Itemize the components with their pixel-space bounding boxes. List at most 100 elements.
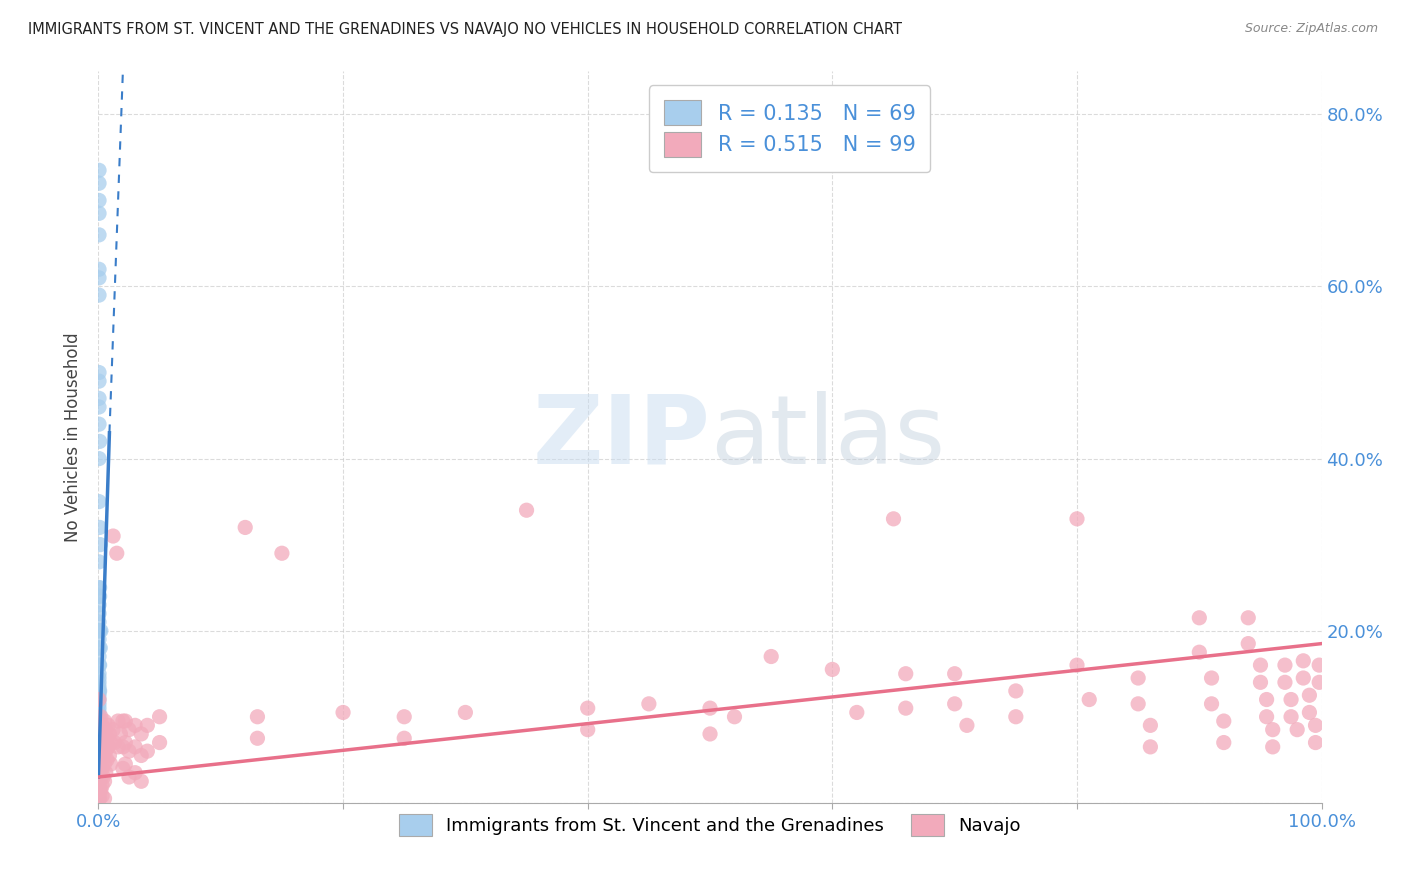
Point	[107, 714, 129, 728]
Point	[87, 748, 110, 763]
Point	[1249, 658, 1271, 673]
Point	[111, 714, 134, 728]
Point	[87, 787, 110, 801]
Point	[90, 624, 112, 638]
Point	[87, 718, 110, 732]
Point	[91, 770, 114, 784]
Point	[87, 692, 110, 706]
Point	[87, 697, 110, 711]
Point	[1298, 706, 1320, 720]
Point	[101, 723, 124, 737]
Point	[87, 731, 110, 746]
Point	[93, 735, 115, 749]
Point	[1237, 637, 1260, 651]
Point	[87, 451, 110, 466]
Point	[1139, 739, 1161, 754]
Point	[90, 710, 112, 724]
Point	[723, 710, 745, 724]
Point	[87, 374, 110, 388]
Point	[515, 503, 537, 517]
Point	[270, 546, 294, 560]
Point	[1261, 723, 1284, 737]
Point	[98, 748, 121, 763]
Point	[89, 589, 111, 603]
Point	[637, 697, 661, 711]
Point	[101, 529, 124, 543]
Point	[114, 735, 136, 749]
Point	[87, 163, 110, 178]
Point	[89, 718, 111, 732]
Point	[89, 735, 111, 749]
Point	[821, 662, 844, 676]
Point	[91, 761, 114, 775]
Point	[1066, 658, 1088, 673]
Point	[87, 581, 110, 595]
Point	[1286, 723, 1309, 737]
Point	[94, 723, 117, 737]
Point	[118, 723, 141, 737]
Point	[1292, 654, 1315, 668]
Point	[87, 271, 110, 285]
Point	[89, 791, 111, 805]
Point	[943, 666, 966, 681]
Point	[392, 710, 416, 724]
Point	[89, 581, 111, 595]
Point	[87, 607, 110, 621]
Point	[87, 658, 110, 673]
Point	[1261, 739, 1284, 754]
Point	[87, 649, 110, 664]
Y-axis label: No Vehicles in Household: No Vehicles in Household	[65, 332, 83, 542]
Point	[87, 753, 110, 767]
Point	[1201, 697, 1223, 711]
Point	[87, 692, 110, 706]
Point	[87, 400, 110, 414]
Point	[87, 684, 110, 698]
Point	[1212, 714, 1234, 728]
Point	[87, 227, 110, 242]
Point	[87, 632, 110, 647]
Point	[761, 649, 783, 664]
Point	[1237, 611, 1260, 625]
Point	[94, 765, 117, 780]
Point	[100, 757, 122, 772]
Point	[129, 774, 152, 789]
Point	[89, 774, 111, 789]
Point	[93, 791, 115, 805]
Point	[1188, 645, 1211, 659]
Point	[956, 718, 979, 732]
Legend: Immigrants from St. Vincent and the Grenadines, Navajo: Immigrants from St. Vincent and the Gren…	[391, 805, 1029, 845]
Point	[89, 783, 111, 797]
Point	[89, 624, 111, 638]
Point	[1078, 692, 1101, 706]
Point	[89, 538, 111, 552]
Point	[87, 783, 110, 797]
Point	[91, 718, 114, 732]
Point	[100, 735, 122, 749]
Point	[894, 666, 917, 681]
Point	[97, 718, 120, 732]
Point	[87, 739, 110, 754]
Point	[89, 761, 111, 775]
Point	[89, 520, 111, 534]
Point	[90, 783, 112, 797]
Point	[87, 288, 110, 302]
Point	[845, 706, 868, 720]
Point	[93, 774, 115, 789]
Point	[87, 615, 110, 629]
Point	[89, 770, 111, 784]
Point	[332, 706, 354, 720]
Point	[894, 701, 917, 715]
Point	[89, 640, 111, 655]
Point	[87, 757, 110, 772]
Point	[246, 731, 269, 746]
Text: Source: ZipAtlas.com: Source: ZipAtlas.com	[1244, 22, 1378, 36]
Point	[105, 546, 128, 560]
Point	[1279, 692, 1302, 706]
Point	[87, 706, 110, 720]
Point	[129, 727, 152, 741]
Point	[1298, 688, 1320, 702]
Point	[883, 512, 905, 526]
Point	[87, 791, 110, 805]
Point	[392, 731, 416, 746]
Point	[576, 701, 599, 715]
